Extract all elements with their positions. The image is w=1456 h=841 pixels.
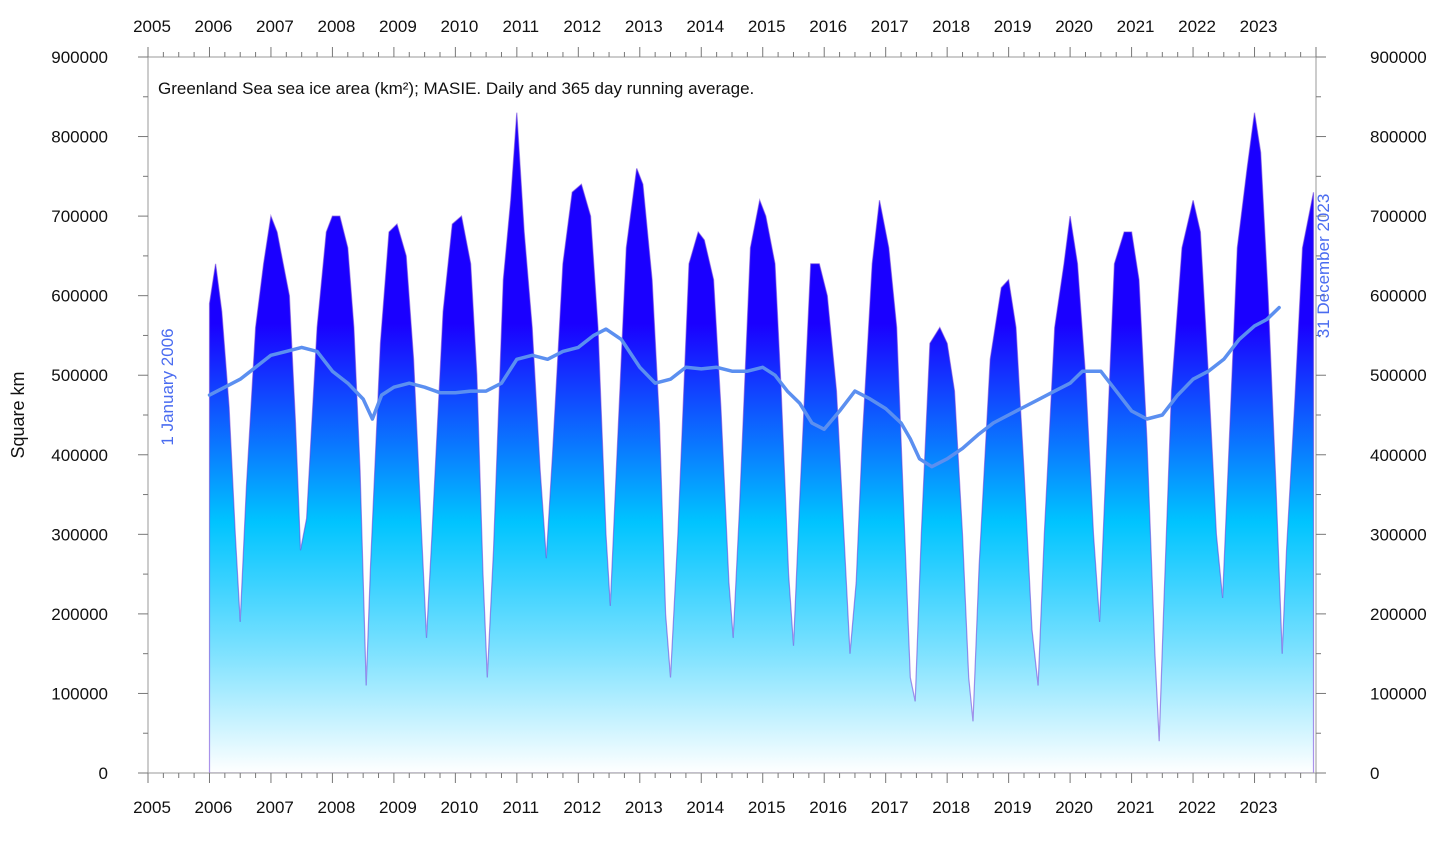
x-tick-label-top: 2009 bbox=[379, 17, 417, 36]
end-date-annotation: 31 December 2023 bbox=[1314, 194, 1333, 339]
y-tick-label-left: 300000 bbox=[51, 525, 108, 544]
x-tick-label-top: 2007 bbox=[256, 17, 294, 36]
y-tick-label-left: 200000 bbox=[51, 605, 108, 624]
x-tick-label-top: 2006 bbox=[195, 17, 233, 36]
x-tick-label-bottom: 2009 bbox=[379, 798, 417, 817]
y-tick-label-left: 900000 bbox=[51, 48, 108, 67]
x-tick-label-top: 2015 bbox=[748, 17, 786, 36]
x-tick-label-bottom: 2022 bbox=[1178, 798, 1216, 817]
y-axis-label: Square km bbox=[8, 371, 28, 458]
daily-area-series bbox=[208, 112, 1315, 773]
y-tick-label-left: 500000 bbox=[51, 366, 108, 385]
y-tick-label-left: 700000 bbox=[51, 207, 108, 226]
x-tick-label-top: 2017 bbox=[871, 17, 909, 36]
x-tick-label-bottom: 2008 bbox=[318, 798, 356, 817]
y-tick-label-right: 0 bbox=[1370, 764, 1379, 783]
y-tick-label-right: 600000 bbox=[1370, 287, 1427, 306]
chart-title: Greenland Sea sea ice area (km²); MASIE.… bbox=[158, 79, 754, 98]
y-tick-label-right: 400000 bbox=[1370, 446, 1427, 465]
x-tick-label-top: 2012 bbox=[563, 17, 601, 36]
y-tick-label-right: 700000 bbox=[1370, 207, 1427, 226]
x-tick-label-bottom: 2012 bbox=[563, 798, 601, 817]
x-tick-label-bottom: 2006 bbox=[195, 798, 233, 817]
x-tick-label-top: 2021 bbox=[1117, 17, 1155, 36]
running-average-line bbox=[207, 305, 1281, 469]
x-tick-label-bottom: 2019 bbox=[994, 798, 1032, 817]
x-tick-label-bottom: 2011 bbox=[503, 798, 540, 817]
x-tick-label-bottom: 2005 bbox=[133, 798, 171, 817]
start-date-annotation: 1 January 2006 bbox=[158, 328, 177, 445]
x-tick-label-bottom: 2020 bbox=[1055, 798, 1093, 817]
x-tick-label-bottom: 2014 bbox=[686, 798, 724, 817]
x-tick-label-top: 2011 bbox=[503, 17, 540, 36]
y-tick-label-left: 100000 bbox=[51, 684, 108, 703]
y-tick-label-right: 500000 bbox=[1370, 366, 1427, 385]
x-tick-label-top: 2020 bbox=[1055, 17, 1093, 36]
x-tick-label-top: 2018 bbox=[932, 17, 970, 36]
x-tick-label-top: 2019 bbox=[994, 17, 1032, 36]
x-tick-label-bottom: 2021 bbox=[1117, 798, 1155, 817]
x-tick-label-top: 2022 bbox=[1178, 17, 1216, 36]
y-tick-label-right: 100000 bbox=[1370, 684, 1427, 703]
x-tick-label-bottom: 2013 bbox=[625, 798, 663, 817]
x-tick-label-bottom: 2018 bbox=[932, 798, 970, 817]
x-tick-label-bottom: 2010 bbox=[440, 798, 478, 817]
x-tick-label-top: 2013 bbox=[625, 17, 663, 36]
y-tick-label-left: 600000 bbox=[51, 287, 108, 306]
x-tick-label-bottom: 2017 bbox=[871, 798, 909, 817]
y-tick-label-right: 900000 bbox=[1370, 48, 1427, 67]
y-tick-label-right: 200000 bbox=[1370, 605, 1427, 624]
y-tick-label-left: 400000 bbox=[51, 446, 108, 465]
x-tick-label-top: 2016 bbox=[809, 17, 847, 36]
x-tick-label-top: 2005 bbox=[133, 17, 171, 36]
x-tick-label-bottom: 2015 bbox=[748, 798, 786, 817]
x-tick-label-top: 2010 bbox=[440, 17, 478, 36]
x-tick-label-top: 2014 bbox=[686, 17, 724, 36]
y-tick-label-left: 800000 bbox=[51, 128, 108, 147]
x-tick-label-bottom: 2007 bbox=[256, 798, 294, 817]
y-tick-label-right: 300000 bbox=[1370, 525, 1427, 544]
x-tick-label-top: 2008 bbox=[318, 17, 356, 36]
x-tick-label-bottom: 2016 bbox=[809, 798, 847, 817]
x-tick-label-top: 2023 bbox=[1240, 17, 1278, 36]
x-tick-label-bottom: 2023 bbox=[1240, 798, 1278, 817]
y-tick-label-left: 0 bbox=[99, 764, 108, 783]
y-tick-label-right: 800000 bbox=[1370, 128, 1427, 147]
